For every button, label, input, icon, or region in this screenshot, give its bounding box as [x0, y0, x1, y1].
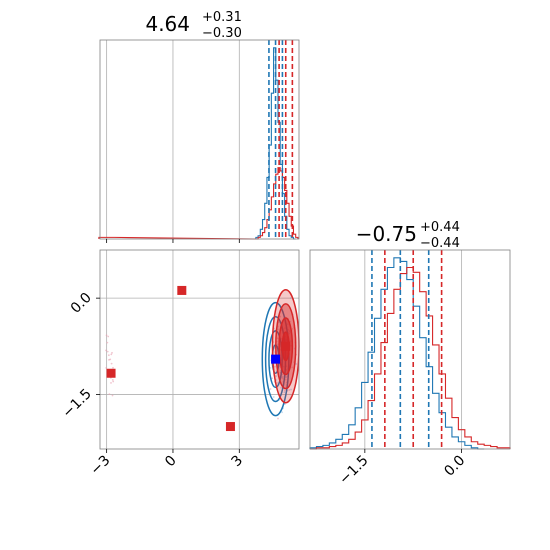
blue-square-marker — [271, 354, 281, 364]
scatter-point — [289, 297, 292, 299]
histogram-series — [310, 266, 511, 450]
histogram-series — [309, 257, 485, 450]
scatter-point — [276, 337, 279, 340]
histogram-series — [98, 167, 299, 240]
panel-title: −0.75 — [356, 222, 417, 246]
scatter-point — [281, 377, 284, 380]
histogram-steps — [309, 257, 511, 450]
marginal-histogram-param-2: −0.75 +0.44 −0.44 −1.5 0.0 — [309, 220, 511, 488]
axes-frame — [99, 39, 300, 240]
scatter-point — [290, 388, 292, 391]
panel-title-minus: −0.30 — [202, 26, 242, 41]
scatter-point — [280, 386, 283, 389]
scatter-point — [277, 328, 279, 331]
scatter-point — [106, 350, 109, 353]
scatter-point — [269, 388, 272, 390]
panel-title-minus: −0.44 — [420, 236, 460, 251]
x-tick-marks — [106, 239, 240, 243]
scatter-point — [277, 417, 279, 420]
x-tick-label: −3 — [88, 453, 114, 479]
x-tick-label: 0.0 — [441, 453, 468, 480]
red-square-marker — [281, 341, 291, 351]
scatter-point — [285, 376, 288, 379]
axes-frame — [309, 249, 511, 450]
scatter-point — [106, 341, 109, 344]
scatter-point — [288, 389, 291, 391]
scatter-point — [281, 411, 283, 414]
panel-title-plus: +0.44 — [420, 220, 460, 235]
marginal-histogram-param-1: 4.64 +0.31 −0.30 — [98, 10, 300, 243]
x-tick-labels: −3 0 3 — [88, 449, 247, 479]
scatter-point — [271, 377, 274, 380]
histogram-series — [253, 47, 296, 240]
scatter-point — [281, 375, 284, 378]
scatter-point — [107, 335, 110, 338]
scatter-point — [276, 382, 278, 384]
scatter-point — [274, 365, 276, 368]
scatter-point — [276, 343, 279, 346]
grid-lines — [364, 250, 463, 449]
scatter-point — [295, 363, 298, 365]
density-contours — [261, 289, 300, 417]
x-tick-label: 3 — [229, 453, 247, 471]
scatter-point — [111, 351, 113, 354]
scatter-point — [108, 393, 111, 396]
scatter-point — [110, 382, 112, 384]
grid-lines — [100, 250, 299, 449]
y-tick-label: −1.5 — [59, 386, 94, 421]
scatter-point — [105, 366, 108, 369]
scatter-point — [110, 362, 113, 365]
scatter-point — [291, 327, 294, 330]
x-tick-label: 0 — [162, 453, 180, 471]
square-markers — [106, 285, 291, 432]
x-tick-labels: −1.5 0.0 — [336, 449, 468, 488]
y-tick-labels: 0.0 −1.5 — [59, 290, 100, 421]
scatter-point — [283, 389, 286, 392]
red-square-marker — [106, 368, 116, 378]
scatter-point — [111, 378, 114, 381]
scatter-point — [107, 354, 110, 357]
scatter-point — [112, 380, 115, 383]
scatter-point — [279, 315, 282, 318]
red-square-marker — [177, 285, 187, 295]
scatter-point — [110, 353, 113, 356]
scatter-point — [108, 358, 110, 361]
scatter-point — [111, 394, 114, 397]
scatter-point — [283, 391, 286, 394]
scatter-point — [105, 349, 107, 352]
joint-scatter-contour: −3 0 3 0.0 −1.5 — [59, 249, 300, 479]
scatter-point — [277, 321, 280, 324]
scatter-point — [112, 366, 114, 369]
quantile-lines — [268, 40, 294, 239]
quantile-lines — [371, 250, 443, 449]
scatter-point — [284, 378, 287, 381]
panel-title-plus: +0.31 — [202, 10, 242, 25]
scatter-point — [275, 375, 278, 378]
x-tick-label: −1.5 — [336, 453, 371, 488]
red-square-marker — [225, 422, 235, 432]
panel-title: 4.64 — [145, 12, 190, 36]
grid-lines — [106, 40, 240, 239]
y-tick-label: 0.0 — [68, 290, 95, 317]
histogram-steps — [98, 47, 299, 240]
scatter-point — [272, 396, 275, 398]
scatter-point — [291, 366, 293, 369]
axes-frame — [99, 249, 300, 450]
scatter-point — [105, 334, 108, 337]
